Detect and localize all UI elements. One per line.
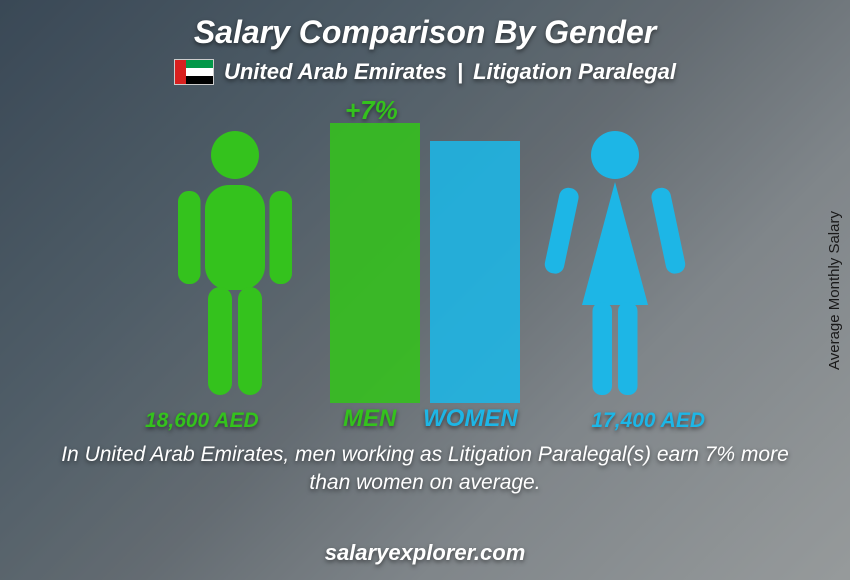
women-bar-label: WOMEN xyxy=(423,405,518,433)
job-label: Litigation Paralegal xyxy=(473,59,676,85)
bar-women xyxy=(430,141,520,403)
bar-men xyxy=(330,123,420,403)
page-title: Salary Comparison By Gender xyxy=(0,0,850,51)
male-figure-icon xyxy=(160,128,310,403)
difference-label: +7% xyxy=(345,95,398,126)
men-salary-value: 18,600 AED xyxy=(145,409,259,433)
women-salary-value: 17,400 AED xyxy=(591,409,705,433)
infographic-container: Salary Comparison By Gender United Arab … xyxy=(0,0,850,580)
men-bar-label: MEN xyxy=(343,405,396,433)
subtitle-row: United Arab Emirates | Litigation Parale… xyxy=(0,59,850,85)
y-axis-label: Average Monthly Salary xyxy=(826,211,843,370)
female-figure-icon xyxy=(540,128,690,403)
footer-source: salaryexplorer.com xyxy=(0,540,850,566)
y-axis-label-wrap: Average Monthly Salary xyxy=(824,0,844,580)
chart-area: +7% 18,600 AED 17,400 xyxy=(125,103,725,433)
country-label: United Arab Emirates xyxy=(224,59,447,85)
separator: | xyxy=(457,59,463,85)
uae-flag-icon xyxy=(174,59,214,85)
summary-text: In United Arab Emirates, men working as … xyxy=(60,441,790,498)
